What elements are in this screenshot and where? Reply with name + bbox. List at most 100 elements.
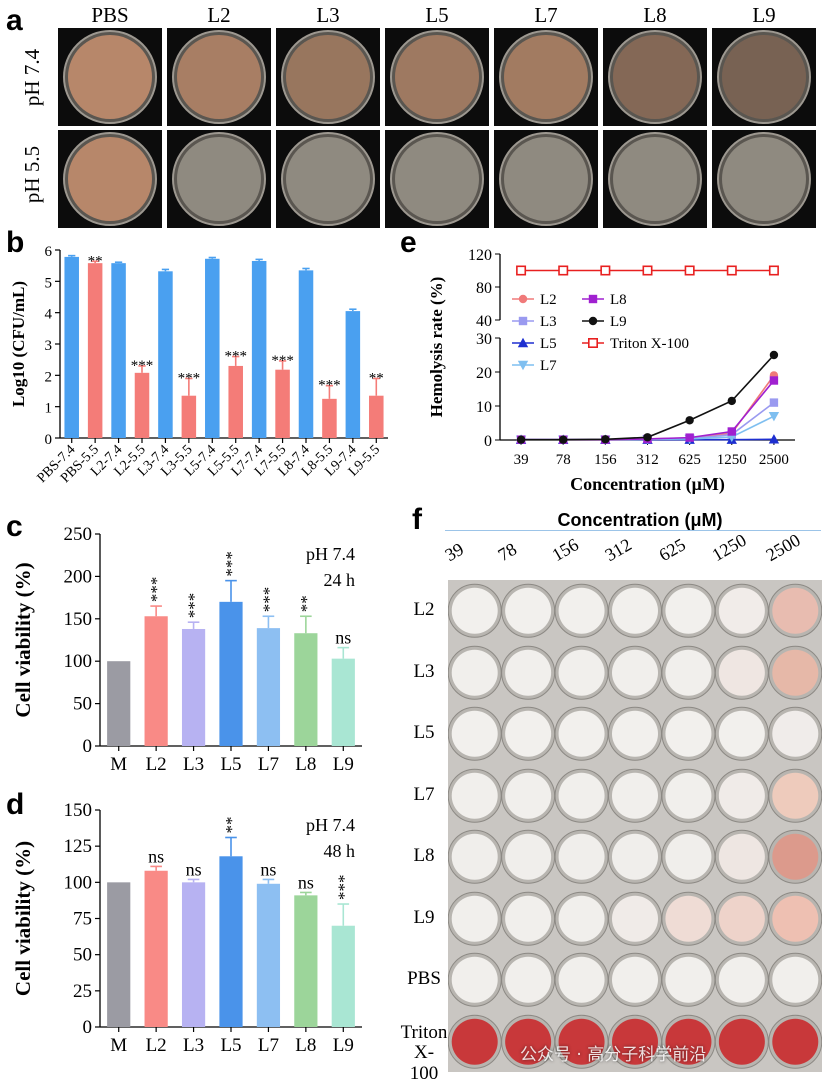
- well: [559, 957, 605, 1003]
- well-row: [448, 888, 822, 950]
- significance-marker: ***: [271, 353, 294, 369]
- legend-label: L5: [540, 336, 557, 352]
- well: [559, 649, 605, 695]
- bar: [252, 261, 267, 438]
- bar: [64, 257, 79, 438]
- well: [772, 588, 818, 634]
- significance-marker: ***: [334, 875, 353, 901]
- y-tick-label: 100: [64, 872, 93, 893]
- y-tick-label: 75: [73, 909, 92, 930]
- data-point: [728, 266, 736, 274]
- bar: [182, 882, 205, 1027]
- well: [719, 588, 765, 634]
- legend-label: L8: [610, 292, 627, 308]
- well: [612, 834, 658, 880]
- significance-marker: ***: [318, 378, 341, 394]
- significance-marker: ***: [131, 358, 154, 374]
- well-row: [448, 703, 822, 765]
- well: [452, 1018, 498, 1064]
- agar-dish: [385, 28, 489, 126]
- well-row-label: L3: [400, 662, 448, 683]
- significance-marker: ns: [186, 859, 202, 879]
- well: [772, 772, 818, 818]
- data-point: [589, 317, 597, 325]
- well: [612, 588, 658, 634]
- well-row-label: Triton X-100: [400, 1023, 448, 1085]
- concentration-column-label: 1250: [709, 530, 751, 566]
- well: [452, 957, 498, 1003]
- y-tick-label: 150: [64, 609, 93, 630]
- condition-annotation: pH 7.4: [306, 815, 355, 835]
- bar: [369, 396, 384, 438]
- well: [612, 957, 658, 1003]
- dish-agar: [395, 137, 479, 221]
- significance-marker: ***: [222, 551, 241, 577]
- well: [772, 649, 818, 695]
- agar-dish: [712, 28, 816, 126]
- data-point: [685, 416, 693, 424]
- row-label-ph55: pH 5.5: [20, 146, 45, 203]
- y-axis-label: Hemolysis rate (%): [427, 277, 446, 418]
- plate-frame: [276, 130, 380, 228]
- well: [665, 588, 711, 634]
- legend-label: L2: [540, 292, 557, 308]
- dish-agar: [504, 137, 588, 221]
- x-tick-label: L9: [333, 754, 354, 775]
- y-tick-label: 50: [73, 694, 92, 715]
- panel-letter-f: f: [412, 505, 422, 535]
- y-tick-label: 100: [64, 651, 93, 672]
- agar-dish: [494, 130, 598, 228]
- plate-column-label: PBS: [60, 3, 160, 28]
- legend-label: L7: [540, 358, 557, 374]
- well: [559, 588, 605, 634]
- bar: [145, 871, 168, 1027]
- plate-frame: [167, 130, 271, 228]
- concentration-column-label: 156: [548, 534, 582, 566]
- plate-column-label: L9: [714, 3, 814, 28]
- data-point: [685, 266, 693, 274]
- data-point: [559, 435, 567, 443]
- plate-frame: [712, 130, 816, 228]
- x-tick-label: L8: [295, 754, 316, 775]
- x-tick-label: L9: [333, 1035, 354, 1056]
- well: [665, 711, 711, 757]
- well: [772, 957, 818, 1003]
- x-tick-label: L3: [183, 1035, 204, 1056]
- well: [772, 711, 818, 757]
- y-tick-label: 50: [73, 945, 92, 966]
- well: [505, 772, 551, 818]
- y-tick-label: 6: [45, 244, 53, 260]
- agar-dish: [385, 130, 489, 228]
- well: [505, 895, 551, 941]
- data-point: [519, 295, 527, 303]
- y-tick-label: 30: [476, 331, 492, 348]
- bar: [294, 633, 317, 746]
- data-point: [643, 433, 651, 441]
- significance-marker: ***: [185, 593, 204, 619]
- well-row-label: L9: [400, 908, 448, 929]
- plate-frame: [58, 28, 162, 126]
- x-tick-label: L2: [146, 1035, 167, 1056]
- data-point: [770, 376, 778, 384]
- x-tick-label: M: [110, 1035, 127, 1056]
- well-row: [448, 642, 822, 704]
- well: [612, 649, 658, 695]
- x-tick-label: L7: [258, 754, 279, 775]
- plate-frame: [494, 130, 598, 228]
- x-tick-label: 312: [636, 452, 659, 468]
- series-line: [521, 375, 774, 439]
- dish-colony-shading: [722, 35, 806, 119]
- well: [452, 711, 498, 757]
- y-tick-label: 10: [476, 399, 492, 416]
- well: [612, 895, 658, 941]
- agar-dish: [494, 28, 598, 126]
- y-tick-label: 3: [45, 338, 53, 354]
- well: [719, 834, 765, 880]
- well: [559, 711, 605, 757]
- well: [559, 895, 605, 941]
- y-tick-label: 200: [64, 566, 93, 587]
- data-point: [601, 435, 609, 443]
- agar-dish: [167, 28, 271, 126]
- well-row-label: L5: [400, 723, 448, 744]
